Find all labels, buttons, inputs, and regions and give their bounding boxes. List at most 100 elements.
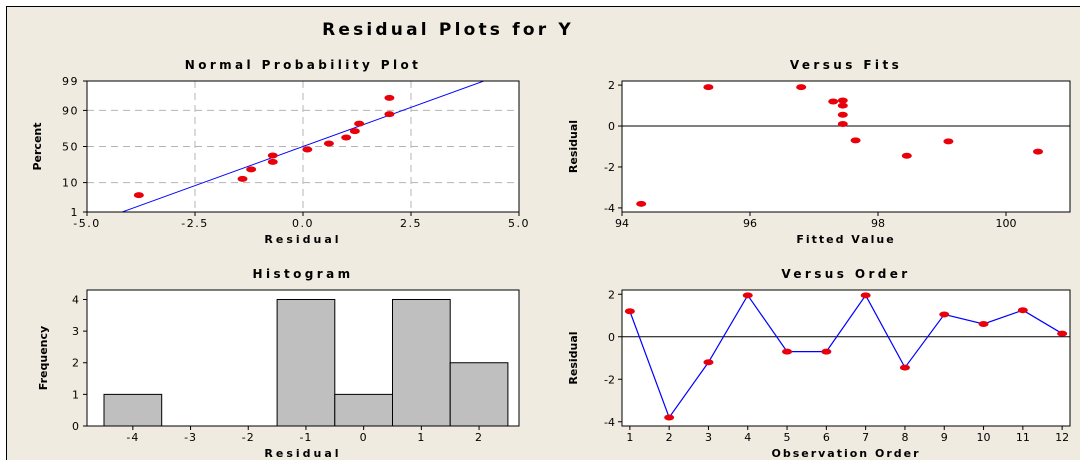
hist-y-tick-label: 2 (72, 357, 79, 370)
order-y-tick-label: -4 (604, 416, 615, 429)
hist-y-tick-label: 3 (72, 325, 79, 338)
hist-x-tick-label: -3 (184, 431, 197, 444)
fits-x-tick-label: 94 (615, 217, 629, 230)
order-point (625, 308, 635, 314)
order-x-tick-label: 5 (784, 431, 791, 444)
fits-point (902, 153, 912, 159)
npp-y-tick-label: 10 (62, 177, 79, 190)
fits-point (838, 103, 848, 109)
fits-x-tick-label: 98 (871, 217, 885, 230)
npp-point (384, 95, 394, 101)
npp-point (238, 176, 248, 182)
order-point (743, 292, 753, 298)
fits-y-tick-label: -2 (604, 161, 615, 174)
npp-point (246, 166, 256, 172)
fits-point (851, 137, 861, 143)
order-point (782, 349, 792, 355)
npp-point (354, 121, 364, 127)
hist-y-tick-label: 4 (72, 293, 79, 306)
hist-bar (104, 394, 162, 426)
order-x-tick-label: 3 (705, 431, 712, 444)
npp-x-tick-label: 5.0 (508, 217, 530, 230)
hist-y-tick-label: 1 (72, 388, 79, 401)
npp-x-tick-label: 0.0 (292, 217, 314, 230)
fits-point (703, 84, 713, 90)
npp-point (384, 111, 394, 117)
fits-point (796, 84, 806, 90)
fits-point (828, 98, 838, 104)
hist-title: Histogram (253, 267, 354, 281)
npp-title: Normal Probability Plot (185, 58, 422, 72)
order-point (821, 349, 831, 355)
order-x-tick-label: 10 (977, 431, 991, 444)
fits-x-axis-label: Fitted Value (796, 233, 895, 246)
fits-point (838, 97, 848, 103)
order-x-tick-label: 7 (862, 431, 869, 444)
hist-x-tick-label: 0 (360, 431, 368, 444)
npp-x-tick-label: -2.5 (181, 217, 208, 230)
npp-point (341, 135, 351, 141)
order-x-tick-label: 2 (666, 431, 673, 444)
hist-bar (335, 394, 393, 426)
npp-y-tick-label: 99 (62, 75, 79, 88)
npp-y-tick-label: 50 (62, 141, 79, 154)
order-point (861, 292, 871, 298)
npp-y-axis-label: Percent (31, 122, 44, 170)
fits-point (636, 201, 646, 207)
hist-bar (450, 363, 508, 426)
order-point (900, 365, 910, 371)
order-point (1018, 307, 1028, 313)
fits-point (1033, 149, 1043, 155)
order-y-tick-label: 2 (608, 288, 615, 301)
hist-x-tick-label: 2 (475, 431, 483, 444)
order-point (939, 311, 949, 317)
figure-title: Residual Plots for Y (322, 20, 574, 40)
order-plot-area (622, 290, 1070, 426)
hist-x-tick-label: -1 (299, 431, 312, 444)
hist-y-axis-label: Frequency (37, 326, 50, 390)
hist-x-tick-label: -4 (126, 431, 139, 444)
hist-x-tick-label: 1 (417, 431, 425, 444)
order-x-tick-label: 1 (626, 431, 633, 444)
fits-title: Versus Fits (790, 58, 902, 72)
hist-x-axis-label: Residual (264, 447, 341, 460)
hist-bar (393, 299, 451, 426)
order-y-tick-label: -2 (604, 373, 615, 386)
npp-x-tick-label: 2.5 (400, 217, 422, 230)
fits-y-tick-label: -4 (604, 202, 615, 215)
npp-point (134, 192, 144, 198)
order-y-axis-label: Residual (567, 331, 580, 384)
npp-point (302, 146, 312, 152)
order-point (703, 359, 713, 365)
npp-point (268, 159, 278, 165)
fits-point (943, 138, 953, 144)
fits-y-axis-label: Residual (567, 120, 580, 173)
hist-bar (277, 299, 335, 426)
order-x-tick-label: 6 (823, 431, 830, 444)
order-y-tick-label: 0 (608, 331, 615, 344)
fits-x-tick-label: 96 (743, 217, 757, 230)
npp-point (350, 128, 360, 134)
order-point (664, 415, 674, 421)
fits-point (838, 112, 848, 118)
hist-x-tick-label: -2 (242, 431, 255, 444)
fits-y-tick-label: 2 (608, 79, 615, 92)
npp-point (268, 152, 278, 158)
order-x-axis-label: Observation Order (771, 447, 920, 460)
fits-y-tick-label: 0 (608, 120, 615, 133)
order-title: Versus Order (781, 267, 910, 281)
order-x-tick-label: 8 (901, 431, 908, 444)
order-x-tick-label: 12 (1055, 431, 1069, 444)
order-point (979, 321, 989, 327)
npp-y-tick-label: 90 (62, 104, 79, 117)
npp-x-axis-label: Residual (264, 233, 341, 246)
order-x-tick-label: 4 (744, 431, 751, 444)
npp-y-tick-label: 1 (71, 206, 80, 219)
order-x-tick-label: 9 (941, 431, 948, 444)
